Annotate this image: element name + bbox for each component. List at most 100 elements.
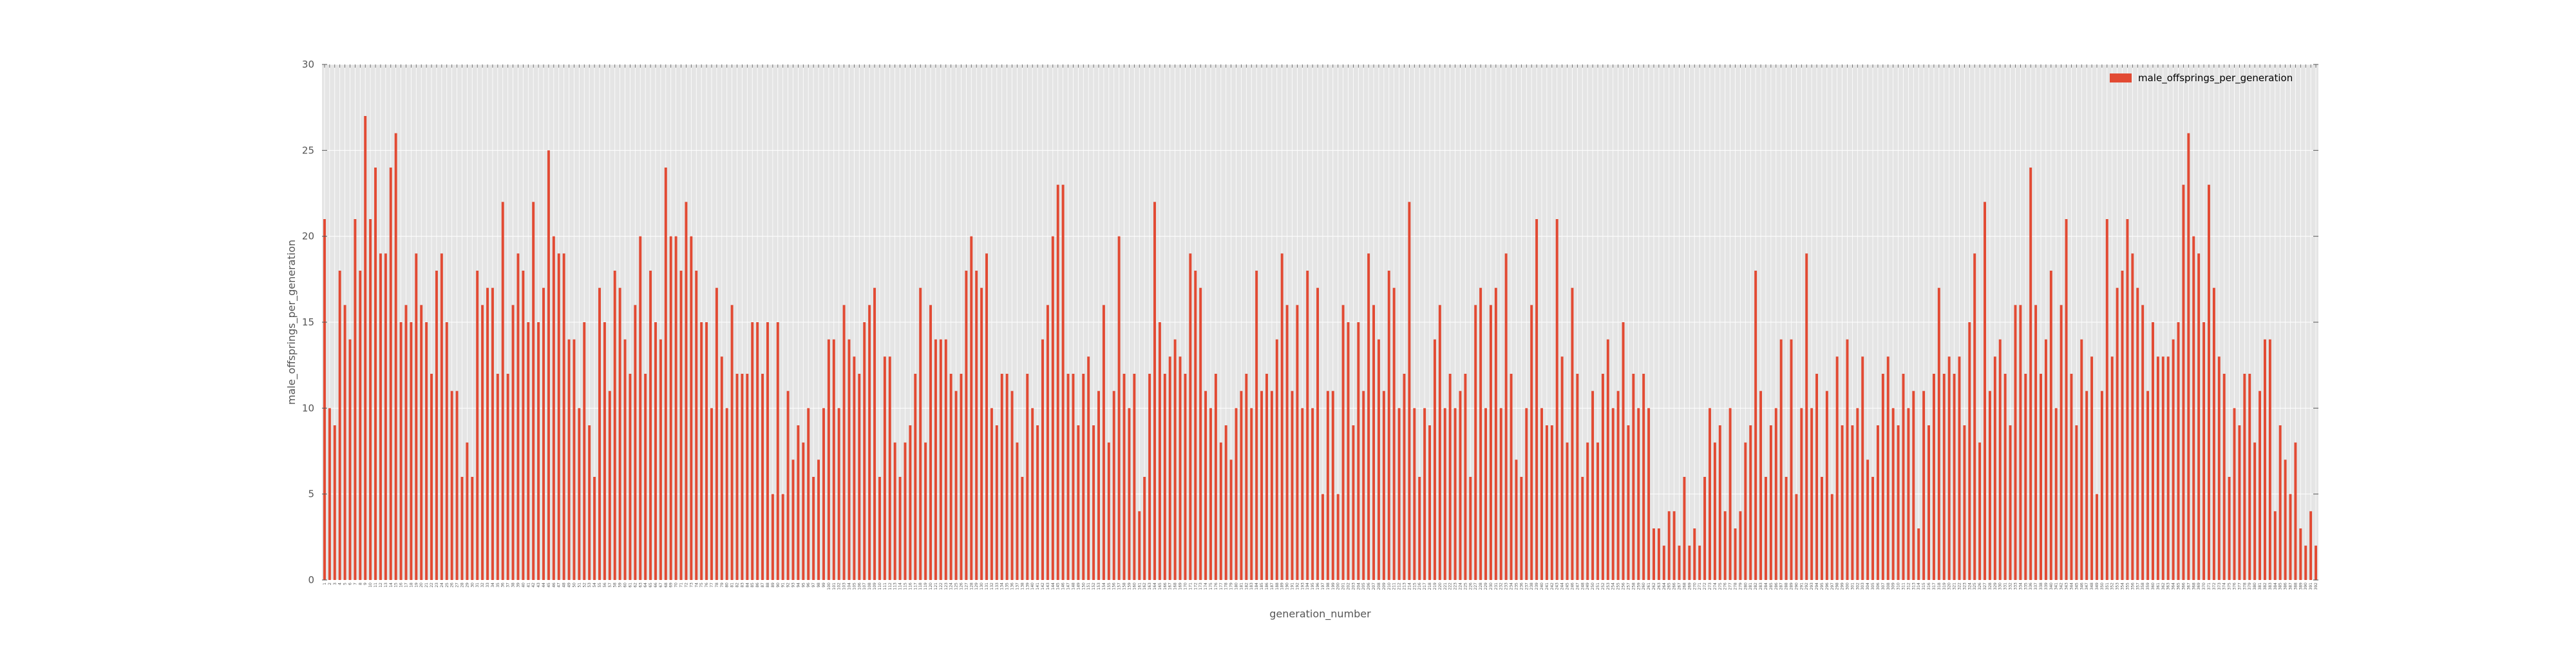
bar-43 — [537, 322, 540, 580]
bar-13 — [384, 253, 387, 580]
x-tick-label-381: 381 — [2258, 583, 2262, 590]
x-tick-label-127: 127 — [964, 583, 969, 590]
bar-121 — [934, 339, 937, 580]
legend-swatch — [2110, 73, 2132, 82]
x-tick-label-263: 263 — [1657, 583, 1662, 590]
x-tick-label-243: 243 — [1555, 583, 1560, 590]
x-tick-label-182: 182 — [1244, 583, 1249, 590]
x-tick-label-187: 187 — [1270, 583, 1274, 590]
x-tick-label-69: 69 — [669, 583, 674, 588]
x-tick-label-90: 90 — [776, 583, 781, 588]
x-tick-label-191: 191 — [1291, 583, 1295, 590]
x-tick-label-202: 202 — [1346, 583, 1350, 590]
bar-322 — [1958, 356, 1961, 580]
x-tick-label-71: 71 — [679, 583, 684, 588]
x-tick-label-131: 131 — [985, 583, 989, 590]
bar-56 — [603, 322, 606, 580]
bar-312 — [1907, 408, 1910, 580]
x-tick-label-184: 184 — [1255, 583, 1259, 590]
bar-341 — [2054, 408, 2058, 580]
x-tick-label-317: 317 — [1932, 583, 1937, 590]
y-tick-label-0: 0 — [308, 574, 314, 586]
x-tick-label-308: 308 — [1886, 583, 1891, 590]
bar-380 — [2253, 442, 2257, 580]
x-tick-label-30: 30 — [470, 583, 475, 588]
x-tick-label-126: 126 — [959, 583, 963, 590]
x-tick-label-382: 382 — [2263, 583, 2268, 590]
x-tick-label-112: 112 — [888, 583, 893, 590]
bar-227 — [1474, 305, 1477, 580]
x-tick-label-56: 56 — [603, 583, 607, 588]
legend[interactable]: male_offsprings_per_generation — [2110, 72, 2293, 84]
bar-158 — [1122, 374, 1126, 580]
bar-161 — [1138, 511, 1141, 580]
x-tick-label-16: 16 — [399, 583, 404, 588]
x-tick-label-227: 227 — [1473, 583, 1478, 590]
x-tick-label-95: 95 — [801, 583, 806, 588]
bar-127 — [965, 271, 968, 580]
bar-150 — [1082, 374, 1085, 580]
x-tick-label-323: 323 — [1962, 583, 1967, 590]
bar-118 — [919, 287, 922, 580]
x-tick-label-18: 18 — [409, 583, 413, 588]
bar-195 — [1311, 408, 1314, 580]
bar-214 — [1408, 202, 1411, 581]
bar-365 — [2177, 322, 2180, 580]
bar-292 — [1805, 253, 1808, 580]
x-tick-label-334: 334 — [2018, 583, 2023, 590]
bar-347 — [2085, 391, 2088, 580]
x-tick-label-132: 132 — [990, 583, 994, 590]
x-tick-label-270: 270 — [1692, 583, 1697, 590]
x-tick-label-248: 248 — [1580, 583, 1585, 590]
bar-392 — [2315, 545, 2318, 580]
x-tick-label-251: 251 — [1596, 583, 1600, 590]
bar-69 — [669, 236, 672, 580]
bar-27 — [455, 391, 459, 580]
x-tick-label-343: 343 — [2065, 583, 2069, 590]
x-tick-label-46: 46 — [552, 583, 556, 588]
bar-1 — [323, 219, 326, 580]
x-tick-label-261: 261 — [1647, 583, 1651, 590]
x-tick-label-299: 299 — [1841, 583, 1845, 590]
x-tick-label-364: 364 — [2172, 583, 2176, 590]
bar-186 — [1265, 374, 1268, 580]
bar-221 — [1443, 408, 1446, 580]
bar-288 — [1785, 477, 1788, 580]
bar-315 — [1922, 391, 1926, 580]
x-tick-label-102: 102 — [837, 583, 842, 590]
bar-264 — [1662, 545, 1665, 580]
bar-111 — [883, 356, 886, 580]
x-tick-label-254: 254 — [1611, 583, 1616, 590]
bar-289 — [1790, 339, 1793, 580]
bar-318 — [1937, 287, 1940, 580]
x-tick-label-39: 39 — [516, 583, 520, 588]
bar-210 — [1387, 271, 1390, 580]
x-tick-label-51: 51 — [577, 583, 582, 588]
bar-71 — [679, 271, 683, 580]
x-tick-label-108: 108 — [867, 583, 872, 590]
x-tick-label-77: 77 — [710, 583, 714, 588]
x-tick-label-156: 156 — [1112, 583, 1117, 590]
x-tick-label-236: 236 — [1519, 583, 1524, 590]
bar-344 — [2070, 374, 2073, 580]
x-tick-label-176: 176 — [1214, 583, 1218, 590]
bar-247 — [1576, 374, 1579, 580]
x-tick-label-49: 49 — [567, 583, 572, 588]
y-tick-label-25: 25 — [302, 144, 314, 156]
bar-326 — [1978, 442, 1982, 580]
bar-154 — [1102, 305, 1105, 580]
bar-177 — [1219, 442, 1222, 580]
bar-253 — [1606, 339, 1609, 580]
x-tick-label-255: 255 — [1616, 583, 1621, 590]
bar-248 — [1581, 477, 1584, 580]
x-tick-label-345: 345 — [2074, 583, 2079, 590]
x-tick-label-325: 325 — [1973, 583, 1977, 590]
y-tick-label-30: 30 — [302, 59, 314, 70]
bar-244 — [1560, 356, 1564, 580]
x-tick-label-290: 290 — [1794, 583, 1799, 590]
bar-92 — [786, 391, 790, 580]
bar-218 — [1428, 425, 1431, 580]
x-tick-label-354: 354 — [2121, 583, 2125, 590]
x-tick-label-157: 157 — [1117, 583, 1122, 590]
